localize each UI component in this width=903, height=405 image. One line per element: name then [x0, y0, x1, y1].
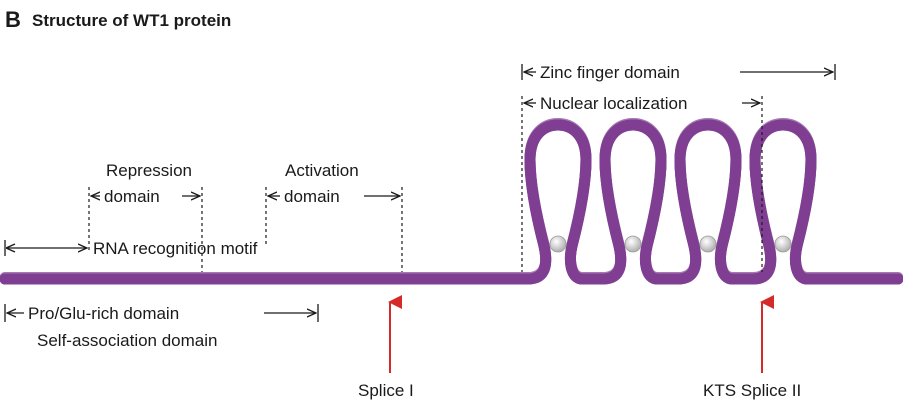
activation-label-line1: Activation: [285, 161, 359, 180]
nuclear-localization-label: Nuclear localization: [540, 94, 687, 113]
activation-domain-span: Activation domain: [265, 161, 403, 272]
splice-2-marker: KTS Splice II: [703, 295, 801, 400]
splice-1-marker: Splice I: [358, 295, 414, 400]
pro-glu-span: Pro/Glu-rich domain Self-association dom…: [4, 304, 319, 350]
zinc-ion-1: [549, 235, 567, 253]
zinc-ion-3: [699, 235, 717, 253]
rna-recognition-span: RNA recognition motif: [4, 239, 258, 258]
panel-letter: B: [5, 7, 21, 32]
splice-2-label: KTS Splice II: [703, 381, 801, 400]
zinc-ion-4: [774, 235, 792, 253]
rna-recognition-label: RNA recognition motif: [93, 239, 258, 258]
zinc-finger-label: Zinc finger domain: [540, 63, 680, 82]
activation-label-line2: domain: [284, 187, 340, 206]
repression-label-line2: domain: [104, 187, 160, 206]
splice-1-label: Splice I: [358, 381, 414, 400]
self-association-label: Self-association domain: [37, 331, 217, 350]
repression-domain-span: Repression domain: [88, 161, 203, 272]
zinc-finger-span: Zinc finger domain: [521, 63, 836, 82]
protein-backbone: [0, 124, 903, 285]
repression-label-line1: Repression: [106, 161, 192, 180]
zinc-ion-2: [624, 235, 642, 253]
nuclear-localization-span: Nuclear localization: [521, 94, 763, 272]
figure-title: Structure of WT1 protein: [32, 11, 231, 30]
pro-glu-label: Pro/Glu-rich domain: [28, 304, 179, 323]
